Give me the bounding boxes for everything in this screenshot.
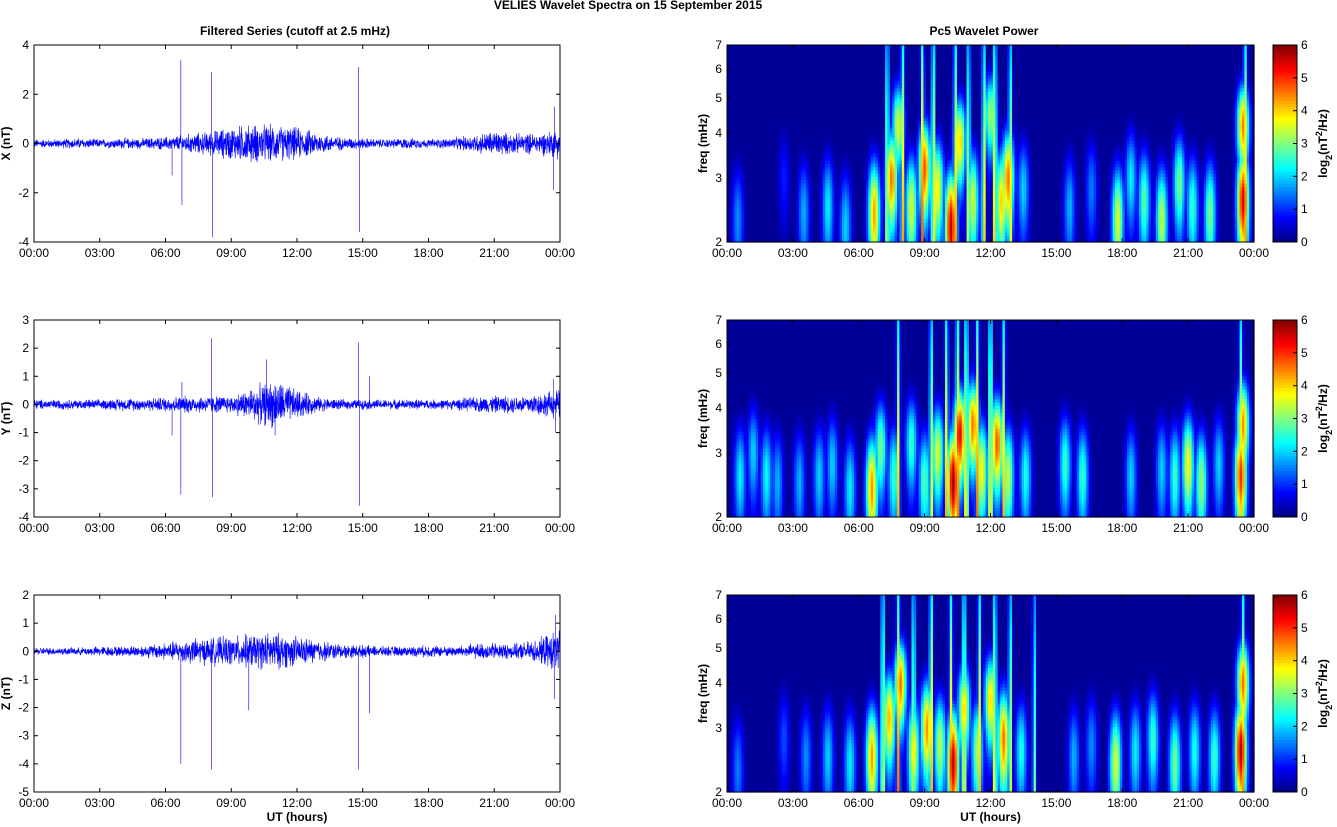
y-tick-label: -1 <box>18 672 29 686</box>
y-tick-label: -3 <box>18 729 29 743</box>
x-tick-label: 12:00 <box>282 521 312 535</box>
x-tick-label: 06:00 <box>150 521 180 535</box>
plot-background <box>34 595 560 792</box>
x-tick-label: 09:00 <box>216 246 246 260</box>
y-tick-label: 0 <box>22 397 29 411</box>
x-tick-label: 15:00 <box>348 796 378 810</box>
left-column-title: Filtered Series (cutoff at 2.5 mHz) <box>200 24 390 38</box>
y-axis-label: Y (nT) <box>0 402 13 436</box>
y-axis-label: X (nT) <box>0 127 13 161</box>
y-tick-label: 1 <box>22 369 29 383</box>
right-column-title: Pc5 Wavelet Power <box>930 24 1039 38</box>
y-tick-label: 0 <box>22 137 29 151</box>
x-tick-label: 00:00 <box>545 796 575 810</box>
x-tick-label: 15:00 <box>348 521 378 535</box>
x-tick-label: 15:00 <box>348 246 378 260</box>
y-tick-label: -2 <box>18 454 29 468</box>
x-tick-label: 06:00 <box>150 246 180 260</box>
x-tick-label: 21:00 <box>479 521 509 535</box>
y-tick-label: -1 <box>18 426 29 440</box>
x-tick-label: 00:00 <box>545 246 575 260</box>
plot-area: -4 -2 0 2 4 00:00 03:00 06:00 09:00 12:00 15:00 18:… <box>0 38 1334 824</box>
plot-background <box>34 320 560 517</box>
x-axis-label: UT (hours) <box>267 810 328 824</box>
x-tick-label: 03:00 <box>85 796 115 810</box>
y-tick-label: 0 <box>22 644 29 658</box>
x-tick-label: 06:00 <box>150 796 180 810</box>
y-tick-label: 2 <box>22 588 29 602</box>
x-tick-label: 21:00 <box>479 796 509 810</box>
y-tick-label: 2 <box>22 341 29 355</box>
y-tick-label: -3 <box>18 482 29 496</box>
x-tick-label: 00:00 <box>545 521 575 535</box>
y-tick-label: 4 <box>22 38 29 52</box>
x-tick-label: 09:00 <box>216 796 246 810</box>
y-tick-label: -2 <box>18 186 29 200</box>
y-tick-label: -2 <box>18 701 29 715</box>
x-tick-label: 00:00 <box>19 521 49 535</box>
y-tick-label: -4 <box>18 757 29 771</box>
x-tick-label: 00:00 <box>19 246 49 260</box>
x-tick-label: 18:00 <box>413 246 443 260</box>
x-tick-label: 12:00 <box>282 796 312 810</box>
x-tick-label: 21:00 <box>479 246 509 260</box>
y-tick-label: 1 <box>22 616 29 630</box>
y-tick-label: 3 <box>22 313 29 327</box>
x-tick-label: 12:00 <box>282 246 312 260</box>
x-tick-label: 03:00 <box>85 246 115 260</box>
x-tick-label: 18:00 <box>413 796 443 810</box>
x-tick-label: 09:00 <box>216 521 246 535</box>
y-axis-label: Z (nT) <box>0 677 13 710</box>
figure-title: VELIES Wavelet Spectra on 15 September 2… <box>494 0 763 12</box>
x-tick-label: 00:00 <box>19 796 49 810</box>
x-tick-label: 03:00 <box>85 521 115 535</box>
x-tick-label: 18:00 <box>413 521 443 535</box>
y-tick-label: 2 <box>22 87 29 101</box>
